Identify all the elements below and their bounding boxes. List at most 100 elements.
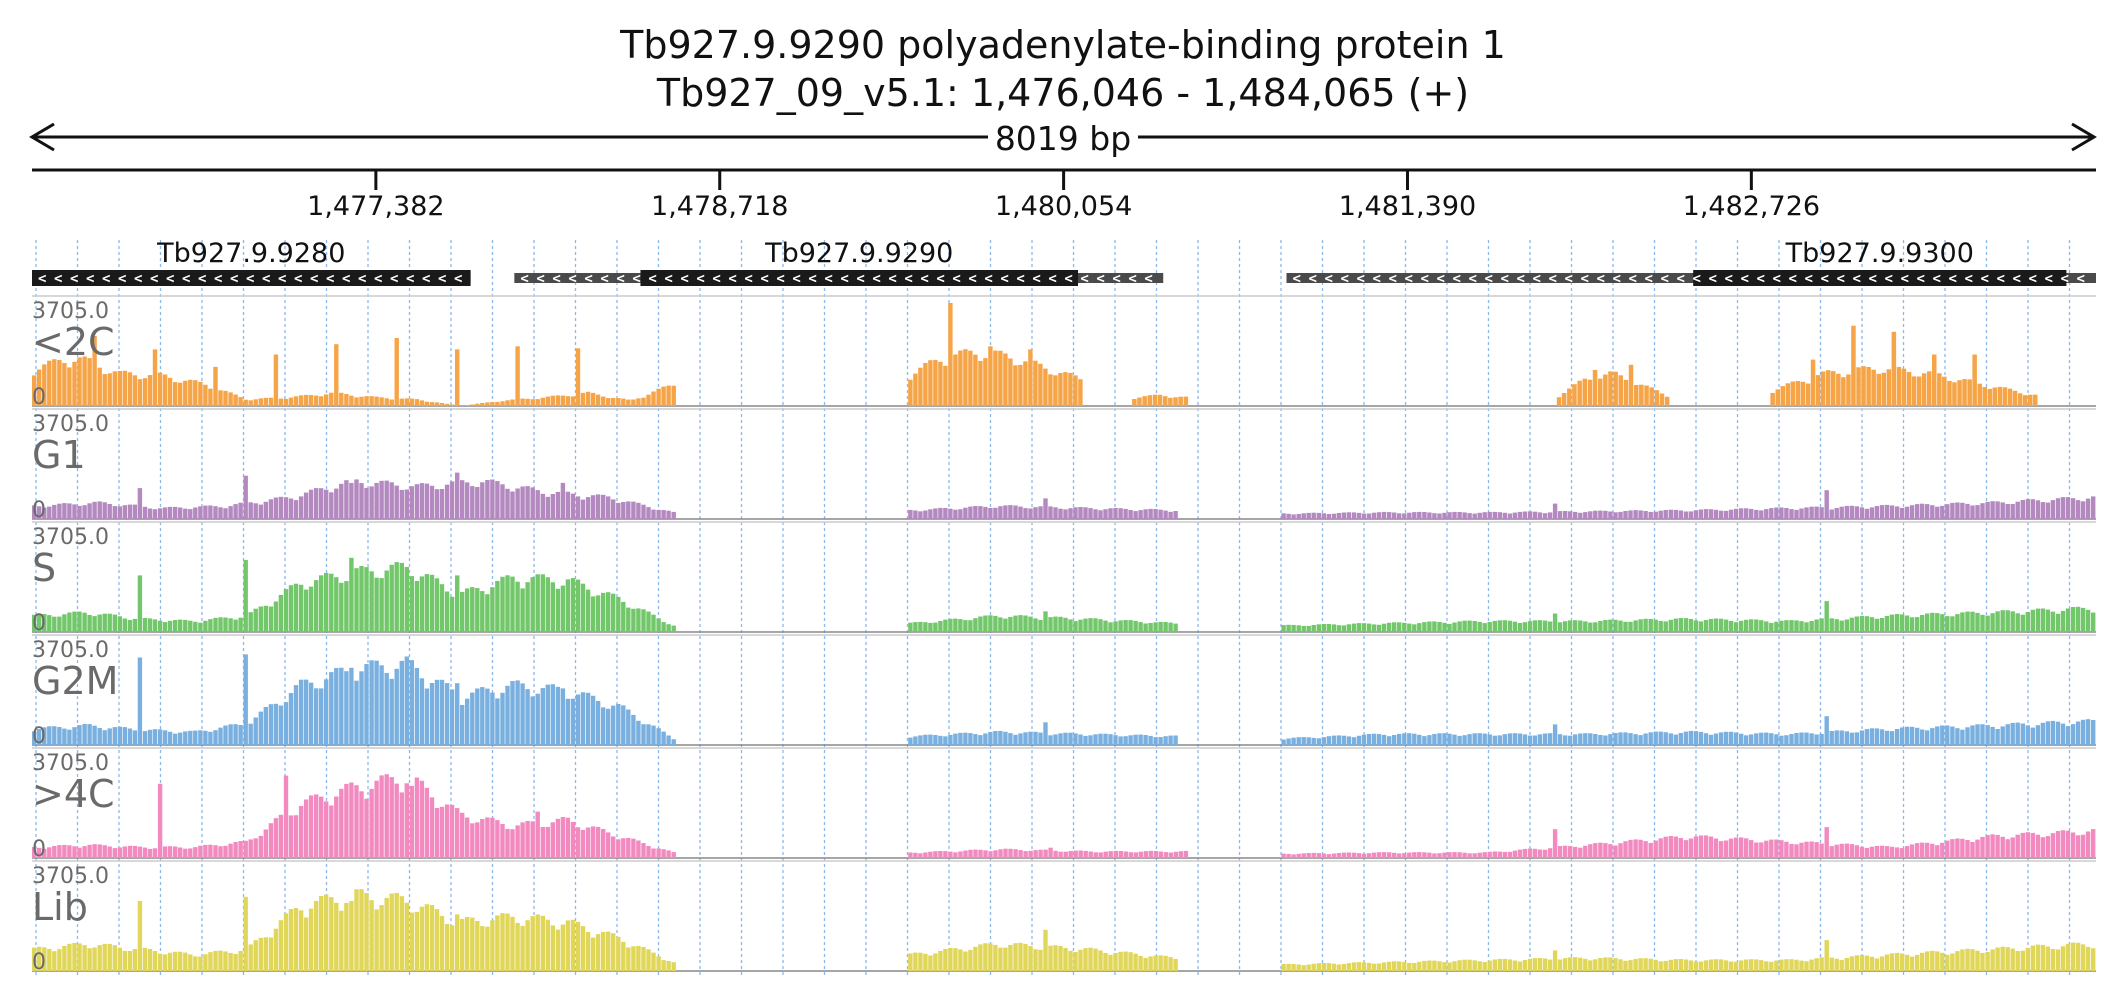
coverage-bar: [631, 838, 636, 858]
coverage-bar: [1482, 733, 1487, 745]
coverage-bar: [1467, 513, 1472, 519]
coverage-bar: [1955, 951, 1960, 971]
coverage-bar: [193, 507, 198, 519]
coverage-bar: [1432, 621, 1437, 632]
coverage-bar: [434, 808, 440, 858]
coverage-bar: [399, 398, 404, 406]
coverage-bar: [1588, 844, 1593, 858]
coverage-bar: [1113, 508, 1118, 519]
coverage-bar: [1769, 622, 1774, 632]
coverage-bar: [1980, 724, 1985, 745]
coverage-bar: [97, 614, 102, 632]
coverage-bar: [1563, 735, 1568, 745]
coverage-bar: [1497, 958, 1502, 971]
coverage-bar: [434, 578, 440, 632]
coverage-bar: [1572, 384, 1577, 406]
coverage-bar: [616, 596, 621, 632]
coverage-bar: [616, 502, 621, 519]
coverage-bar: [1123, 951, 1128, 971]
coverage-bar: [404, 489, 409, 519]
coverage-bar: [978, 944, 983, 971]
strand-chevron-icon: <: [1064, 271, 1072, 287]
coverage-bar: [525, 486, 530, 519]
coverage-bar: [329, 573, 334, 632]
coverage-bar: [293, 396, 299, 406]
coverage-bar: [424, 483, 430, 519]
coverage-bar: [1598, 378, 1603, 406]
coverage-bar: [1482, 512, 1487, 519]
coverage-bar: [1517, 849, 1523, 858]
coverage-bar: [520, 486, 525, 519]
coverage-bar: [948, 303, 953, 406]
coverage-bar: [1153, 955, 1158, 971]
coverage-bar: [1769, 839, 1774, 858]
coverage-bar: [203, 730, 208, 745]
coverage-bar: [77, 943, 82, 971]
coverage-bar: [1507, 959, 1513, 971]
coverage-bar: [1794, 844, 1799, 858]
coverage-bar: [1593, 622, 1598, 632]
coverage-bar: [1784, 620, 1789, 632]
coverage-bar: [1168, 622, 1173, 632]
coverage-bar: [1008, 616, 1013, 632]
coverage-bar: [908, 509, 913, 519]
coverage-bar: [1945, 840, 1950, 858]
coverage-bar: [1068, 851, 1073, 858]
coverage-bar: [1995, 611, 2000, 632]
coverage-bar: [1452, 961, 1457, 971]
coverage-bar: [1326, 963, 1331, 971]
coverage-bar: [122, 505, 127, 519]
coverage-bar: [2085, 498, 2091, 519]
coverage-bar: [540, 915, 545, 971]
coverage-bar: [1884, 954, 1890, 971]
coverage-bar: [1361, 962, 1367, 971]
coverage-bar: [72, 727, 77, 745]
coverage-bar: [470, 823, 475, 858]
coverage-bar: [1874, 728, 1880, 745]
coverage-bar: [1346, 963, 1352, 971]
coverage-bar: [1618, 843, 1623, 858]
coverage-bar: [1839, 730, 1844, 745]
strand-chevron-icon: <: [1080, 271, 1088, 287]
coverage-bar: [1970, 949, 1975, 971]
coverage-bar: [1915, 954, 1920, 971]
coverage-bar: [449, 596, 455, 632]
coverage-bar: [374, 482, 379, 519]
coverage-bar: [303, 799, 309, 858]
coverage-bar: [1925, 842, 1930, 858]
coverage-bar: [515, 680, 520, 745]
coverage-bar: [2060, 830, 2066, 858]
coverage-bar: [424, 574, 430, 632]
coverage-bar: [102, 943, 107, 971]
coverage-bar: [1945, 954, 1950, 971]
coverage-bar: [953, 618, 958, 632]
coverage-bar: [67, 729, 72, 745]
coverage-bar: [243, 840, 248, 858]
coverage-bar: [2045, 721, 2051, 745]
coverage-bar: [1341, 735, 1347, 745]
coverage-bar: [1598, 510, 1603, 519]
coverage-bar: [1467, 620, 1472, 632]
coverage-bar: [1163, 955, 1168, 971]
coverage-bar: [314, 395, 319, 406]
coverage-bar: [334, 668, 339, 745]
coverage-bar: [1157, 394, 1163, 406]
coverage-bar: [92, 336, 97, 406]
coverage-bar: [1592, 369, 1598, 406]
coverage-bar: [958, 949, 963, 971]
coverage-bar: [1899, 848, 1905, 858]
coverage-bar: [1658, 961, 1663, 971]
coverage-bar: [364, 567, 369, 632]
track-ymax-label: 3705.0: [32, 864, 109, 889]
coverage-bar: [1113, 621, 1118, 632]
coverage-bar: [1432, 960, 1437, 971]
coverage-bar: [1563, 845, 1568, 858]
coverage-bar: [465, 917, 470, 971]
coverage-bar: [580, 583, 586, 632]
coverage-bar: [641, 504, 646, 519]
coverage-bar: [112, 371, 117, 406]
coverage-bar: [1824, 827, 1829, 858]
coverage-bar: [2080, 719, 2086, 745]
coverage-bar: [1163, 622, 1168, 632]
coverage-bar: [248, 502, 253, 519]
